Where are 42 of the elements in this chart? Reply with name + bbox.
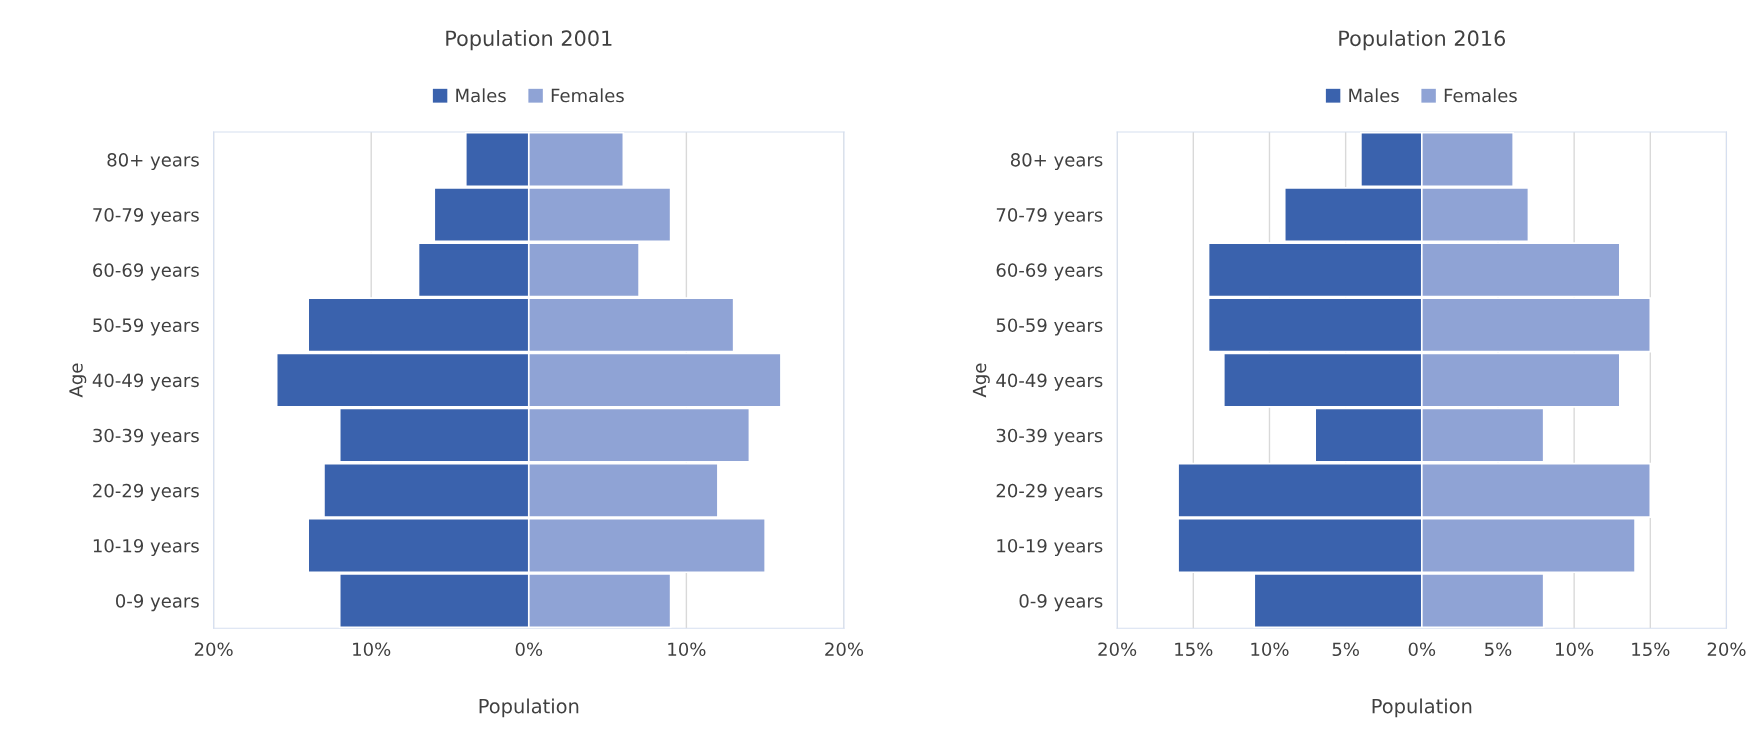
y-tick-label: 40-49 years [92, 373, 199, 391]
x-tick-label: 15% [1175, 642, 1213, 657]
y-tick-label: 80+ years [1010, 152, 1103, 171]
x-tick-label: 15% [1632, 642, 1670, 657]
x-tick-label: 10% [668, 642, 706, 657]
chart-title: Population 2001 [446, 30, 612, 51]
legend-label: Females [1444, 88, 1517, 103]
y-tick-label: 70-79 years [93, 208, 199, 226]
x-tick-label: 0% [1408, 642, 1436, 657]
y-tick-label: 0-9 years [1019, 594, 1103, 612]
x-axis-title: Population [1372, 698, 1472, 718]
y-tick-label: 60-69 years [93, 263, 199, 281]
x-tick-label: 20% [194, 642, 233, 657]
y-tick-label: 80+ years [107, 152, 199, 171]
y-axis-title: Age [972, 363, 990, 398]
x-tick-label: 5% [1485, 642, 1512, 657]
legend-label: Males [1349, 88, 1399, 103]
y-tick-label: 30-39 years [996, 428, 1103, 446]
x-tick-label: 20% [825, 642, 864, 657]
x-tick-label: 10% [1556, 642, 1594, 657]
x-tick-label: 10% [353, 642, 391, 657]
chart-title: Population 2016 [1339, 30, 1506, 51]
legend-label: Males [456, 88, 506, 103]
y-axis-title: Age [69, 363, 87, 398]
x-tick-label: 0% [515, 642, 543, 657]
x-tick-label: 20% [1707, 642, 1746, 657]
y-tick-label: 10-19 years [997, 538, 1103, 557]
y-tick-label: 10-19 years [93, 538, 199, 557]
x-tick-label: 20% [1098, 642, 1137, 657]
y-tick-label: 50-59 years [93, 318, 199, 336]
legend-label: Females [551, 88, 624, 103]
y-tick-label: 60-69 years [996, 263, 1103, 281]
y-tick-label: 70-79 years [996, 208, 1103, 226]
x-tick-label: 10% [1251, 642, 1289, 657]
y-tick-label: 20-29 years [93, 483, 199, 501]
y-tick-label: 40-49 years [996, 373, 1103, 391]
y-tick-label: 30-39 years [93, 428, 199, 446]
y-tick-label: 0-9 years [116, 594, 199, 612]
x-tick-label: 5% [1332, 642, 1359, 657]
y-tick-label: 50-59 years [996, 318, 1103, 336]
x-axis-title: Population [479, 698, 579, 718]
y-tick-label: 20-29 years [996, 483, 1103, 501]
